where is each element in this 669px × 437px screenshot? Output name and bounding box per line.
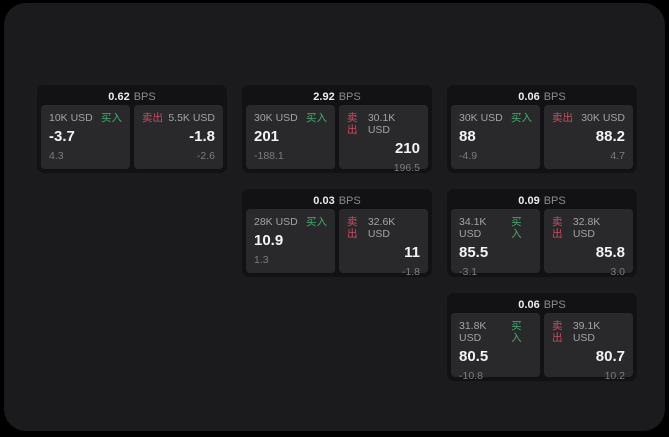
sell-price: 85.8 (595, 244, 625, 261)
buy-panel[interactable]: 28K USD 买入 10.9 1.3 (246, 209, 335, 273)
buy-panel[interactable]: 31.8K USD 买入 80.5 -10.8 (451, 313, 540, 382)
buy-price: 80.5 (459, 348, 489, 365)
buy-delta: 4.3 (49, 150, 64, 162)
buy-panel[interactable]: 34.1K USD 买入 85.5 -3.1 (451, 209, 540, 278)
sell-amount: 32.8K USD (572, 216, 601, 240)
sell-label: 卖出 (142, 112, 163, 124)
spread-value: 0.09 (518, 195, 540, 207)
quote-card: 0.03 BPS 28K USD 买入 10.9 1.3 卖出 32.6K US… (242, 189, 432, 278)
buy-delta: 1.3 (254, 254, 269, 266)
quote-card: 2.92 BPS 30K USD 买入 201 -188.1 卖出 30.1K … (242, 85, 432, 174)
spread-value: 0.06 (518, 299, 540, 311)
sell-amount: 39.1K USD (572, 320, 601, 344)
buy-amount: 34.1K USD (459, 216, 487, 240)
sell-label: 卖出 (552, 216, 563, 240)
spread-unit: BPS (133, 91, 156, 103)
sell-amount: 5.5K USD (168, 112, 215, 124)
spread-value: 0.62 (108, 91, 130, 103)
sell-panel[interactable]: 卖出 5.5K USD -1.8 -2.6 (134, 105, 223, 169)
buy-price: -3.7 (49, 128, 75, 145)
sell-delta: -2.6 (196, 150, 215, 162)
sell-delta: -1.8 (401, 266, 420, 278)
sell-price: -1.8 (189, 128, 215, 145)
sell-price: 88.2 (595, 128, 625, 145)
buy-amount: 31.8K USD (459, 320, 487, 344)
spread-unit: BPS (543, 299, 566, 311)
buy-price: 88 (459, 128, 476, 145)
sell-delta: 3.0 (610, 266, 625, 278)
spread-unit: BPS (338, 195, 361, 207)
buy-label: 买入 (511, 112, 532, 124)
buy-label: 买入 (306, 216, 327, 228)
sell-price: 11 (404, 244, 420, 261)
buy-price: 201 (254, 128, 280, 145)
sell-amount: 30K USD (581, 112, 625, 124)
buy-amount: 10K USD (49, 112, 93, 124)
app-background: 0.62 BPS 10K USD 买入 -3.7 4.3 卖出 5.5K USD… (4, 3, 665, 431)
spread-header: 0.03 BPS (246, 193, 428, 209)
spread-header: 0.62 BPS (41, 89, 223, 105)
sell-amount: 32.6K USD (367, 216, 396, 240)
sell-delta: 4.7 (610, 150, 625, 162)
quote-card: 0.06 BPS 31.8K USD 买入 80.5 -10.8 卖出 39.1… (447, 293, 637, 382)
buy-label: 买入 (306, 112, 327, 124)
spread-header: 0.06 BPS (451, 297, 633, 313)
sell-panel[interactable]: 卖出 30.1K USD 210 196.5 (339, 105, 428, 174)
buy-amount: 28K USD (254, 216, 298, 228)
sell-delta: 10.2 (604, 370, 625, 382)
spread-unit: BPS (543, 195, 566, 207)
sell-panel[interactable]: 卖出 32.8K USD 85.8 3.0 (544, 209, 633, 278)
buy-delta: -188.1 (254, 150, 284, 162)
buy-amount: 30K USD (254, 112, 298, 124)
buy-label: 买入 (511, 216, 522, 240)
spread-header: 0.09 BPS (451, 193, 633, 209)
sell-price: 80.7 (595, 348, 625, 365)
sell-label: 卖出 (552, 320, 563, 344)
spread-value: 0.06 (518, 91, 540, 103)
spread-unit: BPS (338, 91, 361, 103)
sell-price: 210 (394, 140, 420, 157)
spread-value: 2.92 (313, 91, 335, 103)
buy-delta: -4.9 (459, 150, 478, 162)
buy-panel[interactable]: 10K USD 买入 -3.7 4.3 (41, 105, 130, 169)
spread-value: 0.03 (313, 195, 335, 207)
sell-label: 卖出 (347, 112, 358, 136)
buy-amount: 30K USD (459, 112, 503, 124)
buy-panel[interactable]: 30K USD 买入 201 -188.1 (246, 105, 335, 169)
buy-label: 买入 (511, 320, 522, 344)
buy-price: 85.5 (459, 244, 489, 261)
buy-label: 买入 (101, 112, 122, 124)
buy-price: 10.9 (254, 232, 284, 249)
quote-card: 0.62 BPS 10K USD 买入 -3.7 4.3 卖出 5.5K USD… (37, 85, 227, 173)
buy-panel[interactable]: 30K USD 买入 88 -4.9 (451, 105, 540, 169)
sell-label: 卖出 (347, 216, 358, 240)
sell-panel[interactable]: 卖出 30K USD 88.2 4.7 (544, 105, 633, 169)
sell-panel[interactable]: 卖出 39.1K USD 80.7 10.2 (544, 313, 633, 382)
sell-delta: 196.5 (393, 162, 420, 174)
quote-card: 0.06 BPS 30K USD 买入 88 -4.9 卖出 30K USD 8… (447, 85, 637, 173)
spread-header: 0.06 BPS (451, 89, 633, 105)
sell-label: 卖出 (552, 112, 573, 124)
spread-unit: BPS (543, 91, 566, 103)
buy-delta: -10.8 (459, 370, 483, 382)
buy-delta: -3.1 (459, 266, 478, 278)
sell-amount: 30.1K USD (367, 112, 396, 136)
quote-card: 0.09 BPS 34.1K USD 买入 85.5 -3.1 卖出 32.8K… (447, 189, 637, 278)
sell-panel[interactable]: 卖出 32.6K USD 11 -1.8 (339, 209, 428, 278)
spread-header: 2.92 BPS (246, 89, 428, 105)
